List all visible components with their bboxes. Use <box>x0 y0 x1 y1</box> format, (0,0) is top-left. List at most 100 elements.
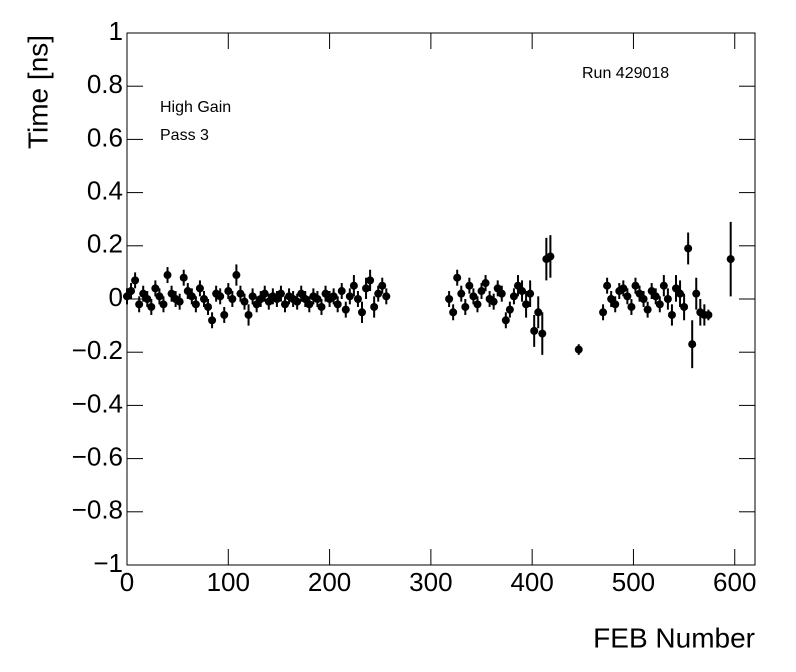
data-point <box>362 284 371 293</box>
data-point <box>337 287 346 296</box>
data-point <box>688 340 697 349</box>
data-point <box>333 300 342 309</box>
y-tick-label: 0.4 <box>87 175 123 205</box>
data-point <box>611 300 620 309</box>
x-tick-label: 400 <box>510 567 553 597</box>
x-tick-label: 600 <box>713 567 756 597</box>
data-point <box>313 295 322 303</box>
data-point <box>639 295 648 303</box>
x-tick-label: 100 <box>207 567 250 597</box>
y-tick-label: 0.6 <box>87 122 123 152</box>
data-point <box>345 292 354 301</box>
y-tick-label: −0.6 <box>72 441 123 471</box>
data-point <box>281 300 290 309</box>
data-point <box>374 289 383 298</box>
data-point <box>538 329 547 338</box>
data-point <box>131 276 140 285</box>
data-point <box>382 292 391 301</box>
data-point <box>667 310 676 319</box>
data-point <box>489 297 498 306</box>
data-point <box>248 292 257 301</box>
data-point <box>473 300 482 309</box>
data-point <box>329 292 338 301</box>
data-point <box>232 271 241 280</box>
data-point <box>457 289 466 298</box>
data-point <box>357 308 366 317</box>
data-point <box>159 300 168 309</box>
data-point <box>449 308 458 317</box>
annotation: High Gain <box>160 99 231 116</box>
x-tick-label: 300 <box>409 567 452 597</box>
y-tick-label: −1 <box>93 548 123 578</box>
annotation: Run 429018 <box>582 65 669 82</box>
data-point <box>276 289 285 298</box>
data-point <box>216 292 225 301</box>
data-point <box>378 281 387 290</box>
y-tick-label: 0 <box>109 282 123 312</box>
data-point <box>534 308 543 317</box>
data-point <box>224 287 233 296</box>
data-point <box>461 302 470 311</box>
data-point <box>619 284 628 293</box>
data-point <box>366 276 375 285</box>
data-point <box>663 295 672 303</box>
data-point <box>497 289 506 298</box>
data-point <box>179 273 188 282</box>
y-tick-label: −0.2 <box>72 335 123 365</box>
data-point <box>353 295 362 303</box>
data-point <box>627 302 636 311</box>
data-point <box>195 284 204 293</box>
data-point <box>305 300 314 309</box>
data-point <box>445 295 454 303</box>
y-tick-label: 0.2 <box>87 229 123 259</box>
data-point <box>623 292 632 301</box>
y-axis-title: Time [ns] <box>22 35 53 149</box>
y-tick-label: −0.8 <box>72 495 123 525</box>
data-point <box>481 279 490 288</box>
data-point <box>228 295 237 303</box>
data-point <box>317 302 326 311</box>
data-point <box>526 289 535 298</box>
data-point <box>651 292 660 301</box>
data-point <box>191 300 200 309</box>
data-point <box>692 289 701 298</box>
data-point <box>236 289 245 298</box>
x-tick-label: 500 <box>612 567 655 597</box>
data-point <box>147 302 156 311</box>
data-point <box>603 281 612 290</box>
data-point <box>341 305 350 314</box>
data-point <box>522 300 531 309</box>
data-point <box>726 255 735 264</box>
data-point <box>187 292 196 301</box>
y-tick-label: 1 <box>109 16 123 46</box>
y-tick-label: 0.8 <box>87 69 123 99</box>
data-point <box>127 287 136 296</box>
data-point <box>684 244 693 253</box>
x-tick-label: 0 <box>120 567 134 597</box>
data-point <box>453 273 462 282</box>
data-point <box>204 302 213 311</box>
data-point <box>631 281 640 290</box>
data-point <box>704 310 713 319</box>
data-point <box>680 302 689 311</box>
data-point <box>599 308 608 317</box>
data-point <box>546 252 555 261</box>
data-point <box>293 297 302 306</box>
data-point <box>469 292 478 301</box>
data-point <box>643 305 652 314</box>
data-point <box>143 295 152 303</box>
data-point <box>501 316 510 325</box>
data-point <box>477 287 486 296</box>
data-point <box>518 287 527 296</box>
data-point <box>505 305 514 314</box>
data-point <box>370 302 379 311</box>
data-point <box>509 292 518 301</box>
data-point <box>655 300 664 309</box>
data-point <box>175 297 184 306</box>
data-point <box>135 300 144 309</box>
data-point <box>151 284 160 293</box>
data-point <box>659 281 668 290</box>
y-tick-label: −0.4 <box>72 388 123 418</box>
data-point <box>220 310 229 319</box>
data-point <box>240 297 249 306</box>
